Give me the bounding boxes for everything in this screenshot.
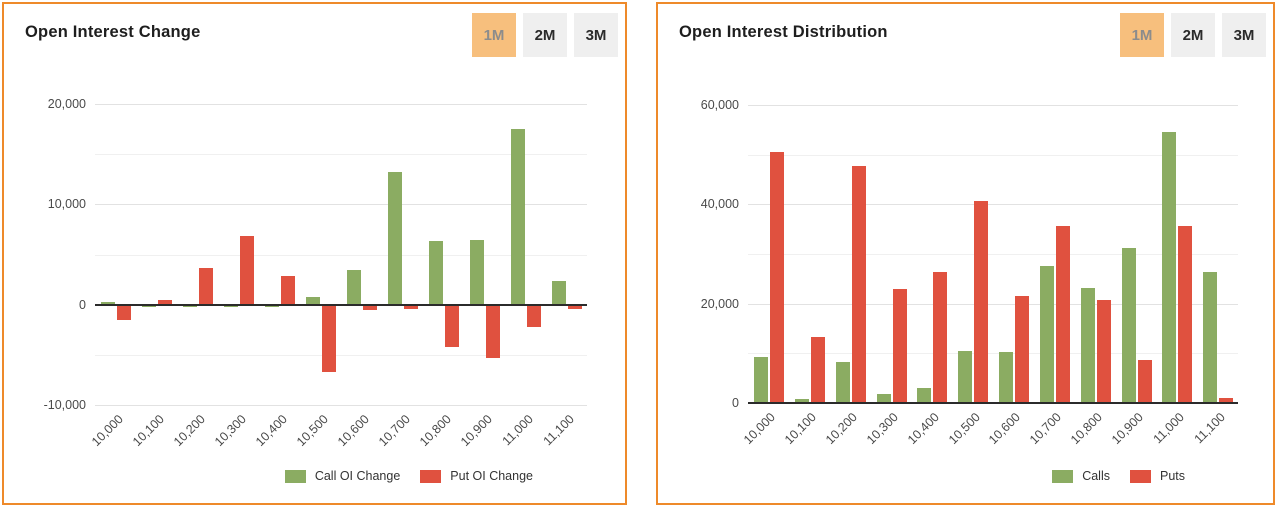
legend-item-call-oi-change[interactable]: Call OI Change xyxy=(284,469,401,483)
bar-puts-10-400 xyxy=(933,271,948,403)
legend-label: Puts xyxy=(1159,469,1185,483)
bar-calls-10-700 xyxy=(1039,265,1054,403)
panel-title: Open Interest Distribution xyxy=(679,23,888,41)
y-axis-tick-label: 0 xyxy=(732,396,739,410)
zero-axis-line xyxy=(95,303,587,306)
bar-put-oi-change-10-600 xyxy=(363,305,377,311)
timeframe-button-1m[interactable]: 1M xyxy=(1120,13,1164,57)
gridline xyxy=(748,303,1238,305)
bar-calls-10-400 xyxy=(917,388,932,403)
legend-item-put-oi-change[interactable]: Put OI Change xyxy=(420,469,533,483)
bar-call-oi-change-10-100 xyxy=(142,305,156,308)
y-axis-tick-label: 10,000 xyxy=(47,197,86,212)
gridline xyxy=(748,204,1238,206)
gridline xyxy=(95,405,587,406)
y-axis-tick-label: 20,000 xyxy=(47,97,86,111)
timeframe-button-3m[interactable]: 3M xyxy=(574,13,618,57)
legend-swatch xyxy=(1129,469,1151,483)
bar-put-oi-change-11-000 xyxy=(527,305,541,328)
bar-put-oi-change-10-000 xyxy=(117,305,131,320)
bar-call-oi-change-10-600 xyxy=(347,269,361,305)
bar-puts-11-100 xyxy=(1219,397,1234,403)
gridline xyxy=(748,154,1238,156)
bar-calls-10-600 xyxy=(999,351,1013,403)
open-interest-change-panel: Open Interest Change 1M 2M 3M -10,000 0 10… xyxy=(2,2,627,505)
bar-calls-11-100 xyxy=(1203,271,1218,403)
timeframe-button-group: 1M 2M 3M xyxy=(1120,13,1266,57)
legend-label: Calls xyxy=(1082,469,1110,483)
bar-puts-10-900 xyxy=(1137,359,1152,403)
legend-label: Put OI Change xyxy=(450,469,533,483)
bar-call-oi-change-11-100 xyxy=(552,280,566,305)
bar-calls-10-200 xyxy=(835,361,850,403)
gridline xyxy=(95,254,587,256)
legend-swatch xyxy=(284,469,306,483)
bar-call-oi-change-10-000 xyxy=(101,302,115,305)
y-axis-tick-label: 40,000 xyxy=(700,197,739,212)
bar-put-oi-change-10-100 xyxy=(158,299,172,305)
bar-puts-10-800 xyxy=(1096,300,1111,403)
gridline xyxy=(748,254,1238,255)
timeframe-button-1m[interactable]: 1M xyxy=(472,13,516,57)
bar-put-oi-change-10-500 xyxy=(322,305,336,373)
gridline xyxy=(95,204,587,206)
bar-calls-10-100 xyxy=(794,399,809,403)
y-axis-tick-label: -10,000 xyxy=(43,398,86,412)
bar-calls-10-800 xyxy=(1080,287,1095,403)
bar-puts-10-300 xyxy=(892,289,907,403)
bar-call-oi-change-10-800 xyxy=(429,241,443,305)
timeframe-button-2m[interactable]: 2M xyxy=(523,13,567,57)
bar-call-oi-change-10-500 xyxy=(306,296,320,305)
bar-put-oi-change-10-400 xyxy=(281,275,295,305)
y-axis-tick-label: 0 xyxy=(79,297,86,312)
bar-calls-10-500 xyxy=(958,350,973,403)
open-interest-distribution-panel: Open Interest Distribution 1M 2M 3M 0 20,… xyxy=(656,2,1275,505)
open-interest-distribution-chart: 0 20,000 40,000 60,000 10,000 10,100 10,200 10,… xyxy=(701,98,1238,447)
legend-label: Call OI Change xyxy=(314,469,401,483)
bar-call-oi-change-10-400 xyxy=(265,305,279,308)
timeframe-button-3m[interactable]: 3M xyxy=(1222,13,1266,57)
gridline xyxy=(95,154,587,156)
chart-legend: Call OI Change Put OI Change xyxy=(284,469,533,483)
chart-legend: Calls Puts xyxy=(1052,469,1185,483)
bar-put-oi-change-10-800 xyxy=(445,305,459,348)
bar-call-oi-change-10-900 xyxy=(470,240,484,305)
bar-put-oi-change-10-900 xyxy=(486,305,500,359)
bar-calls-11-000 xyxy=(1162,132,1177,403)
bar-calls-10-900 xyxy=(1121,247,1136,403)
bar-calls-10-300 xyxy=(876,394,891,403)
bar-put-oi-change-10-300 xyxy=(240,236,254,305)
bar-put-oi-change-10-200 xyxy=(199,267,213,305)
y-axis-tick-label: 60,000 xyxy=(700,98,739,112)
bar-put-oi-change-11-100 xyxy=(568,305,582,310)
bar-puts-10-100 xyxy=(810,336,825,403)
gridline xyxy=(748,353,1238,355)
gridline xyxy=(95,104,587,105)
bar-puts-10-700 xyxy=(1055,226,1070,403)
legend-item-puts[interactable]: Puts xyxy=(1129,469,1185,483)
bar-call-oi-change-10-200 xyxy=(183,305,197,308)
bar-puts-11-000 xyxy=(1178,226,1193,403)
bar-puts-10-500 xyxy=(974,200,989,403)
gridline xyxy=(95,354,587,356)
bar-put-oi-change-10-700 xyxy=(404,305,418,309)
y-axis-tick-label: 20,000 xyxy=(700,296,739,311)
timeframe-button-group: 1M 2M 3M xyxy=(472,13,618,57)
timeframe-button-2m[interactable]: 2M xyxy=(1171,13,1215,57)
bar-call-oi-change-11-000 xyxy=(511,129,525,305)
legend-item-calls[interactable]: Calls xyxy=(1052,469,1110,483)
bar-calls-10-000 xyxy=(754,357,768,403)
legend-swatch xyxy=(420,469,442,483)
open-interest-change-chart: -10,000 0 10,000 20,000 10,000 10,100 10,200 10… xyxy=(44,97,587,449)
bar-puts-10-000 xyxy=(770,152,784,403)
bar-puts-10-200 xyxy=(851,165,866,403)
zero-axis-line xyxy=(748,402,1238,404)
legend-swatch xyxy=(1052,469,1074,483)
gridline xyxy=(748,105,1238,106)
panel-title: Open Interest Change xyxy=(25,23,201,41)
bar-call-oi-change-10-700 xyxy=(388,172,402,305)
bar-call-oi-change-10-300 xyxy=(224,305,238,308)
bar-puts-10-600 xyxy=(1015,295,1029,403)
